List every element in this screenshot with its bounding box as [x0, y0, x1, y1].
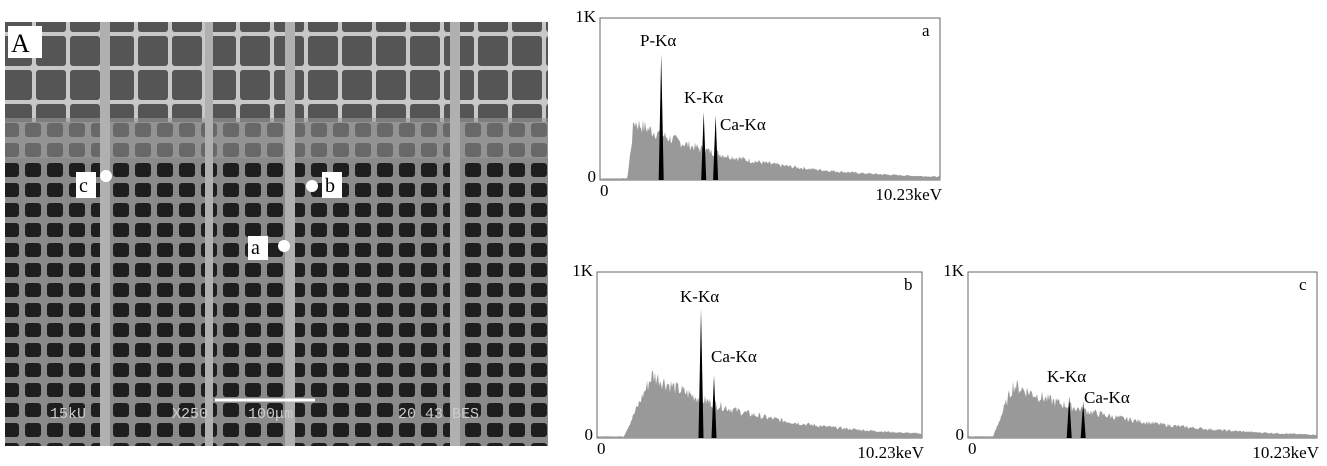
peak [701, 111, 707, 180]
peak-label: Ca-Kα [720, 115, 766, 134]
micrograph: A a b c 15kU X250 100μm 20 43 BES [5, 22, 548, 446]
sem-magnification: X250 [172, 406, 208, 423]
peak-label: Ca-Kα [711, 347, 757, 366]
x-min-label: 0 [600, 181, 609, 200]
peak-label: Ca-Kα [1084, 388, 1130, 407]
peak [713, 115, 719, 180]
peak-label: K-Kα [680, 287, 719, 306]
peak [658, 53, 664, 180]
point-label: a [251, 237, 260, 259]
peak [698, 308, 704, 438]
x-min-label: 0 [968, 439, 977, 458]
point-label: b [325, 175, 335, 197]
x-max-label: 10.23keV [857, 443, 924, 462]
y-max-label: 1K [943, 261, 965, 280]
sem-voltage: 15kU [50, 406, 86, 423]
y-min-label: 0 [585, 425, 594, 444]
panel-label: A [11, 29, 30, 58]
panel-label: a [922, 21, 930, 40]
y-min-label: 0 [956, 425, 965, 444]
sem-info: 20 43 BES [398, 406, 479, 423]
peak-label: K-Kα [684, 88, 723, 107]
spectrum: P-Kα K-Kα Ca-Kα a 1K 00 10.23keV [575, 7, 942, 204]
peak-label: K-Kα [1047, 367, 1086, 386]
x-max-label: 10.23keV [1252, 443, 1319, 462]
spectrum-continuum [968, 379, 1317, 438]
peak [1080, 401, 1086, 438]
peak [711, 374, 717, 438]
spectrum: K-Kα Ca-Kα b 1K 00 10.23keV [572, 261, 924, 462]
point-label: c [79, 175, 88, 197]
x-min-label: 0 [597, 439, 606, 458]
y-max-label: 1K [572, 261, 594, 280]
peak [1066, 396, 1072, 438]
x-max-label: 10.23keV [875, 185, 942, 204]
sem-scale: 100μm [248, 406, 293, 423]
spectrum: K-Kα Ca-Kα c 1K 00 10.23keV [943, 261, 1319, 462]
spectrum-continuum [597, 370, 922, 438]
y-max-label: 1K [575, 7, 597, 26]
panel-label: b [904, 275, 913, 294]
panel-label: c [1299, 275, 1307, 294]
y-min-label: 0 [588, 167, 597, 186]
spectrum-continuum [600, 119, 940, 180]
peak-label: P-Kα [640, 31, 676, 50]
